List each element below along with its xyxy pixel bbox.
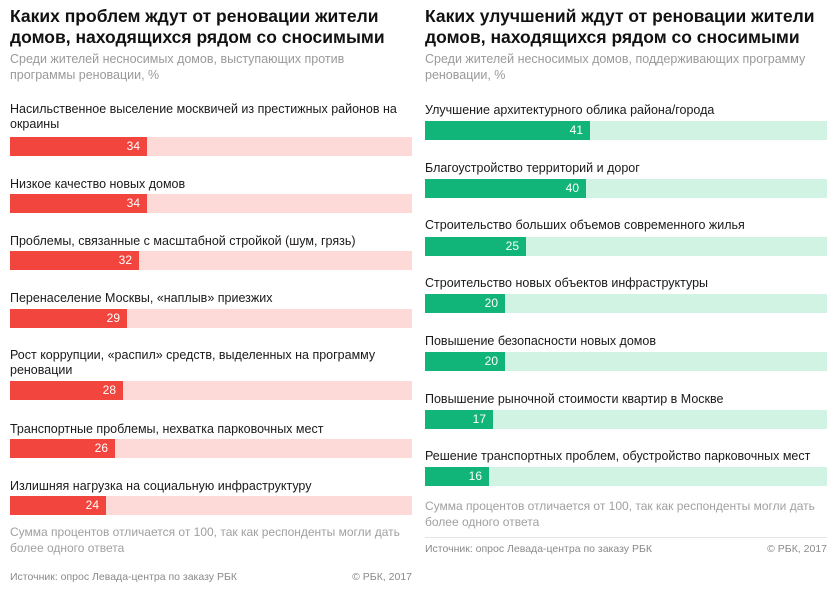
source-text: Источник: опрос Левада-центра по заказу … (425, 543, 652, 555)
bar-track: 24 (10, 496, 412, 515)
bar-value-label: 24 (85, 498, 99, 512)
bar-value-label: 32 (118, 253, 132, 267)
bar-label: Проблемы, связанные с масштабной стройко… (10, 234, 356, 248)
bar-label: Излишняя нагрузка на социальную инфрастр… (10, 479, 312, 493)
bar-label: Перенаселение Москвы, «наплыв» приезжих (10, 291, 273, 305)
bar-track: 40 (425, 179, 827, 198)
bar-label: Повышение безопасности новых домов (425, 334, 656, 348)
bar-label: Строительство новых объектов инфраструкт… (425, 276, 709, 290)
bar-label: Насильственное выселение москвичей из пр… (10, 102, 397, 131)
bar-track: 32 (10, 251, 412, 270)
chart-title: Каких проблем ждут от реновации жители д… (10, 6, 385, 47)
chart-footer: Источник: опрос Левада-центра по заказу … (425, 542, 827, 556)
bar-value-label: 17 (472, 412, 486, 426)
chart-subtitle: Среди жителей несносимых домов, выступаю… (10, 52, 345, 82)
bar (425, 467, 489, 486)
bar-track: 34 (10, 194, 412, 213)
chart-footer: Источник: опрос Левада-центра по заказу … (10, 570, 412, 584)
bar (10, 309, 127, 328)
copyright-text: © РБК, 2017 (352, 571, 412, 583)
bar-track: 16 (425, 467, 827, 486)
bar (10, 194, 147, 213)
bar (425, 410, 493, 429)
bar (425, 294, 505, 313)
bar-label: Благоустройство территорий и дорог (425, 161, 640, 175)
bar-track: 26 (10, 439, 412, 458)
bar-value-label: 20 (484, 296, 498, 310)
bar-label: Строительство больших объемов современно… (425, 218, 745, 232)
bar-value-label: 41 (569, 123, 583, 137)
bar-value-label: 28 (102, 383, 116, 397)
bar-value-label: 26 (94, 441, 108, 455)
bar (425, 179, 586, 198)
bar (425, 352, 505, 371)
bar (10, 439, 115, 458)
bar-value-label: 29 (106, 311, 120, 325)
bar-label: Повышение рыночной стоимости квартир в М… (425, 392, 724, 406)
bar (425, 237, 526, 256)
copyright-text: © РБК, 2017 (767, 543, 827, 555)
bar-track: 20 (425, 294, 827, 313)
bar-value-label: 16 (468, 469, 482, 483)
bar-track: 29 (10, 309, 412, 328)
bar-track: 28 (10, 381, 412, 400)
bar-track: 41 (425, 121, 827, 140)
bar-label: Транспортные проблемы, нехватка парковоч… (10, 422, 324, 436)
footer-divider (425, 537, 827, 538)
bar (425, 121, 590, 140)
bar-value-label: 25 (505, 239, 519, 253)
bar-value-label: 20 (484, 354, 498, 368)
bar-track: 17 (425, 410, 827, 429)
bar-label: Улучшение архитектурного облика района/г… (425, 103, 715, 117)
chart-subtitle: Среди жителей несносимых домов, поддержи… (425, 52, 806, 82)
bar (10, 381, 123, 400)
bar (10, 496, 106, 515)
chart-note: Сумма процентов отличается от 100, так к… (425, 499, 815, 529)
bar-label: Решение транспортных проблем, обустройст… (425, 449, 811, 463)
bar (10, 137, 147, 156)
source-text: Источник: опрос Левада-центра по заказу … (10, 571, 237, 583)
bar-value-label: 34 (126, 196, 140, 210)
bar-track: 20 (425, 352, 827, 371)
bar-track: 25 (425, 237, 827, 256)
chart-title: Каких улучшений ждут от реновации жители… (425, 6, 815, 47)
bar-label: Низкое качество новых домов (10, 177, 186, 191)
bar-value-label: 40 (565, 181, 579, 195)
bar-value-label: 34 (126, 139, 140, 153)
bar-label: Рост коррупции, «распил» средств, выделе… (10, 348, 376, 377)
bar (10, 251, 139, 270)
chart-note: Сумма процентов отличается от 100, так к… (10, 525, 400, 555)
bar-track: 34 (10, 137, 412, 156)
